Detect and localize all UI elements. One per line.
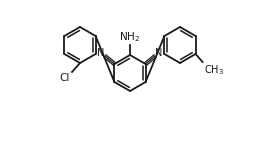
- Text: CH$_3$: CH$_3$: [204, 63, 224, 77]
- Text: N: N: [97, 48, 105, 58]
- Text: NH$_2$: NH$_2$: [119, 30, 141, 44]
- Text: Cl: Cl: [60, 73, 70, 83]
- Text: N: N: [155, 48, 163, 58]
